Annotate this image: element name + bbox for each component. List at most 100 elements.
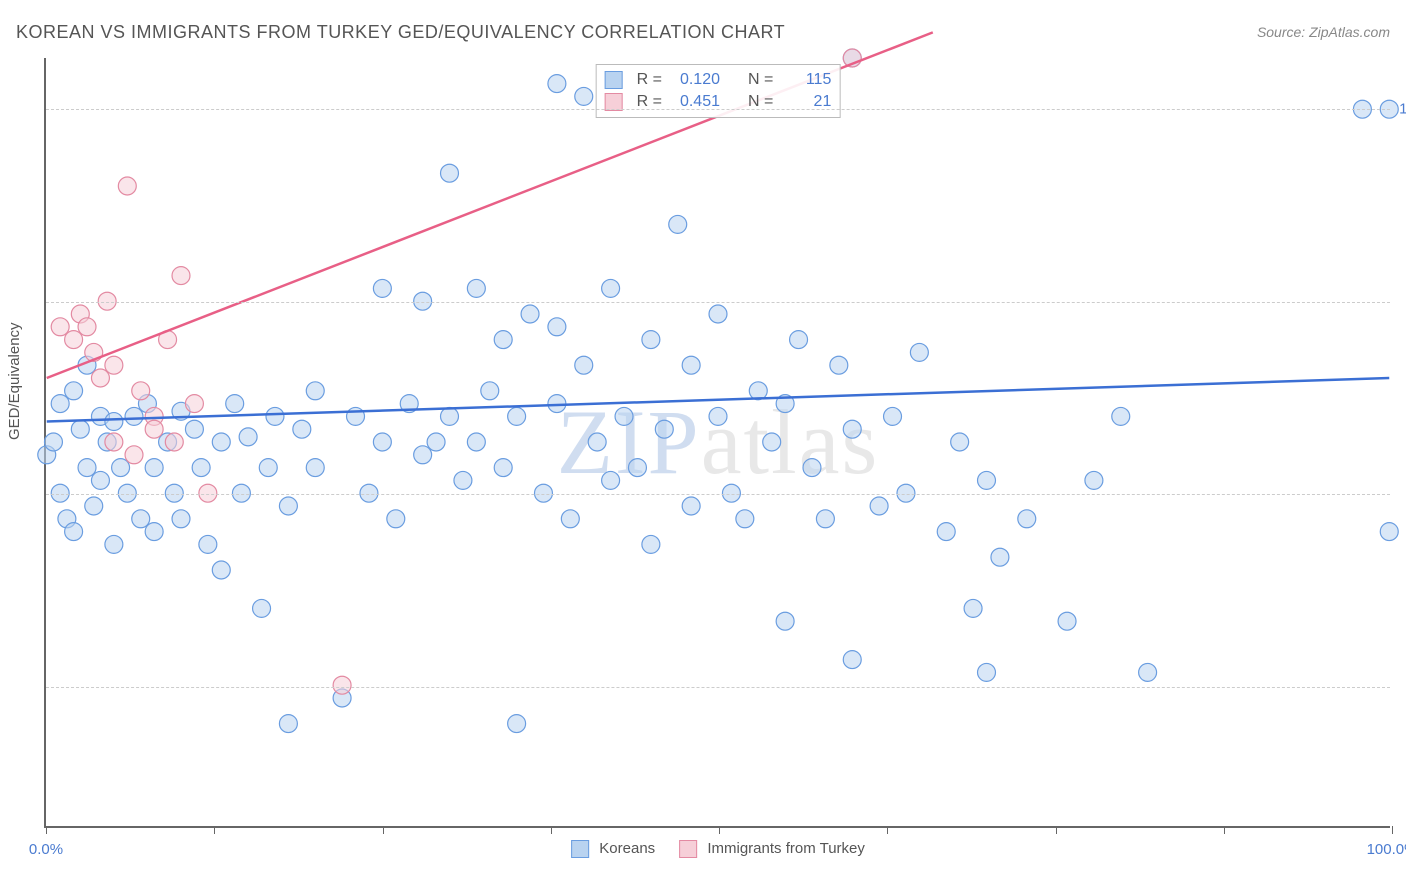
legend-label-koreans: Koreans	[599, 840, 655, 857]
x-tick	[1056, 826, 1057, 834]
data-point	[360, 484, 378, 502]
legend-r-value-turkey: 0.451	[670, 93, 720, 111]
legend-swatch-turkey	[605, 93, 623, 111]
data-point	[185, 420, 203, 438]
y-tick-label: 85.0%	[1395, 486, 1406, 503]
data-point	[65, 382, 83, 400]
data-point	[118, 177, 136, 195]
data-point	[293, 420, 311, 438]
data-point	[333, 676, 351, 694]
data-point	[669, 215, 687, 233]
data-point	[534, 484, 552, 502]
data-point	[548, 75, 566, 93]
data-point	[165, 433, 183, 451]
data-point	[870, 497, 888, 515]
legend-label-turkey: Immigrants from Turkey	[707, 840, 865, 857]
x-tick	[383, 826, 384, 834]
data-point	[508, 715, 526, 733]
x-tick-label: 0.0%	[29, 841, 63, 858]
legend-r-label: R =	[637, 93, 662, 111]
chart-title: KOREAN VS IMMIGRANTS FROM TURKEY GED/EQU…	[16, 22, 785, 43]
data-point	[790, 331, 808, 349]
legend-n-value-koreans: 115	[781, 71, 831, 89]
data-point	[91, 369, 109, 387]
data-point	[454, 471, 472, 489]
data-point	[1112, 407, 1130, 425]
x-tick	[1392, 826, 1393, 834]
x-tick	[46, 826, 47, 834]
grid-line	[46, 687, 1390, 688]
data-point	[266, 407, 284, 425]
data-point	[145, 420, 163, 438]
data-point	[763, 433, 781, 451]
data-point	[185, 395, 203, 413]
data-point	[199, 535, 217, 553]
data-point	[441, 164, 459, 182]
data-point	[172, 510, 190, 528]
data-point	[65, 331, 83, 349]
data-point	[78, 459, 96, 477]
data-point	[125, 407, 143, 425]
data-point	[722, 484, 740, 502]
data-point	[192, 459, 210, 477]
data-point	[427, 433, 445, 451]
data-point	[843, 651, 861, 669]
x-tick	[719, 826, 720, 834]
correlation-chart-container: KOREAN VS IMMIGRANTS FROM TURKEY GED/EQU…	[0, 0, 1406, 892]
legend-swatch-koreans	[605, 71, 623, 89]
data-point	[655, 420, 673, 438]
data-point	[682, 497, 700, 515]
data-point	[575, 356, 593, 374]
data-point	[279, 497, 297, 515]
data-point	[226, 395, 244, 413]
data-point	[884, 407, 902, 425]
data-point	[71, 420, 89, 438]
data-point	[628, 459, 646, 477]
legend-item-turkey: Immigrants from Turkey	[679, 840, 865, 858]
data-point	[132, 382, 150, 400]
data-point	[441, 407, 459, 425]
data-point	[803, 459, 821, 477]
data-point	[615, 407, 633, 425]
data-point	[910, 343, 928, 361]
data-point	[51, 395, 69, 413]
data-point	[642, 535, 660, 553]
data-point	[467, 279, 485, 297]
data-point	[125, 446, 143, 464]
data-point	[937, 523, 955, 541]
data-point	[548, 318, 566, 336]
grid-line	[46, 109, 1390, 110]
data-point	[239, 428, 257, 446]
y-tick-label: 100.0%	[1395, 101, 1406, 118]
data-point	[112, 459, 130, 477]
data-point	[951, 433, 969, 451]
x-tick-label: 100.0%	[1367, 841, 1406, 858]
data-point	[118, 484, 136, 502]
data-point	[253, 599, 271, 617]
data-point	[373, 433, 391, 451]
data-point	[199, 484, 217, 502]
data-point	[105, 356, 123, 374]
plot-area: ZIPatlas R = 0.120 N = 115 R = 0.451 N =…	[44, 58, 1390, 828]
data-point	[212, 433, 230, 451]
data-point	[830, 356, 848, 374]
data-point	[467, 433, 485, 451]
data-point	[736, 510, 754, 528]
data-point	[561, 510, 579, 528]
y-axis-label: GED/Equivalency	[6, 322, 23, 440]
data-point	[105, 433, 123, 451]
data-point	[306, 459, 324, 477]
data-point	[105, 413, 123, 431]
x-tick	[887, 826, 888, 834]
legend-r-label: R =	[637, 71, 662, 89]
data-point	[172, 267, 190, 285]
data-point	[78, 318, 96, 336]
data-point	[978, 663, 996, 681]
legend-item-koreans: Koreans	[571, 840, 655, 858]
data-point	[414, 446, 432, 464]
data-point	[991, 548, 1009, 566]
data-point	[508, 407, 526, 425]
data-point	[602, 471, 620, 489]
data-point	[1085, 471, 1103, 489]
data-point	[964, 599, 982, 617]
